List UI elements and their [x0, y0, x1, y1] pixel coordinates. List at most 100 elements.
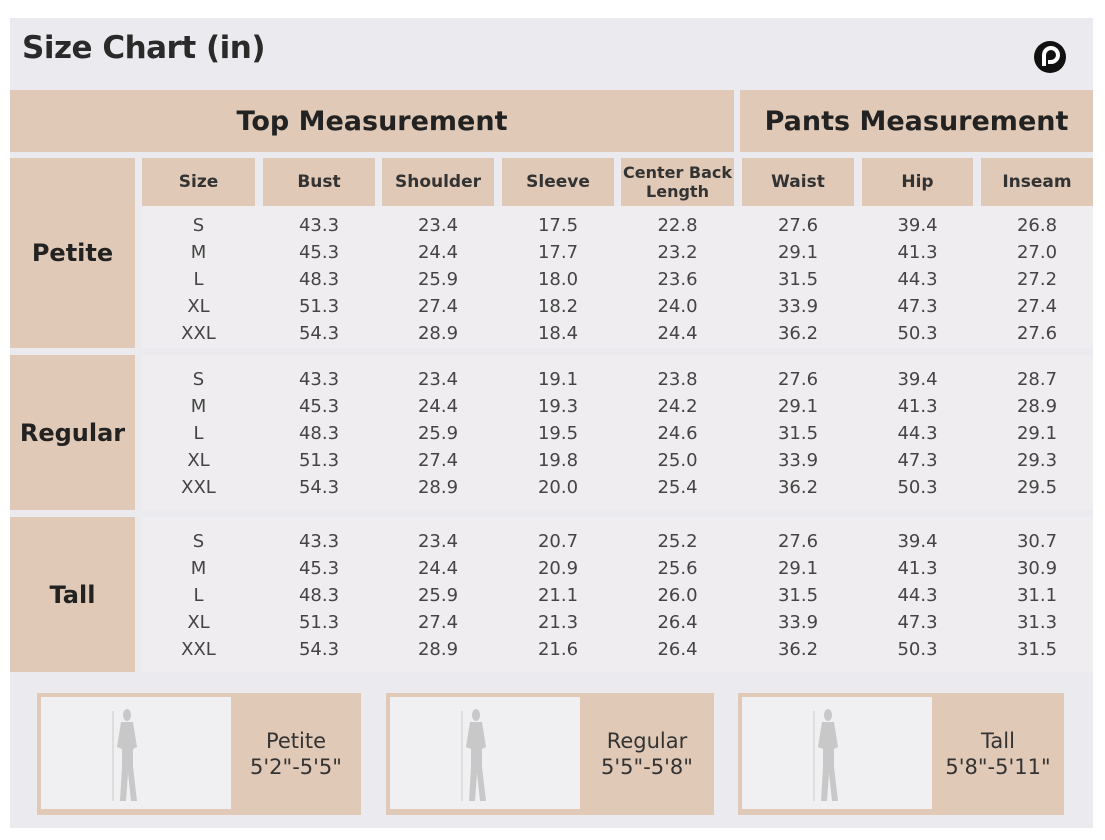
cell-size: XL: [187, 612, 210, 633]
brand-logo-icon: [1034, 41, 1066, 73]
cell-center-back-length: 23.2: [657, 242, 698, 263]
cell-waist: 36.2: [777, 639, 819, 660]
cell-waist: 27.6: [777, 369, 819, 390]
page-title: Size Chart (in): [22, 30, 265, 66]
cell-sleeve: 19.1: [537, 369, 579, 390]
cell-inseam: 30.7: [1016, 531, 1058, 552]
pants-measurement-header: Pants Measurement: [740, 90, 1093, 152]
cell-inseam: 29.5: [1016, 477, 1058, 498]
cell-waist: 27.6: [777, 215, 819, 236]
silhouette-figure-icon: [41, 697, 231, 809]
cell-inseam: 27.6: [1016, 323, 1058, 344]
cell-waist: 33.9: [777, 612, 819, 633]
table-row: XXL 54.3 28.9 21.6 26.4 36.2 50.3 31.5: [0, 636, 1105, 663]
cell-sleeve: 20.0: [537, 477, 579, 498]
cell-shoulder: 25.9: [417, 423, 459, 444]
cell-center-back-length: 26.0: [657, 585, 698, 606]
cell-waist: 31.5: [777, 269, 819, 290]
cell-hip: 41.3: [897, 558, 938, 579]
cell-sleeve: 21.6: [537, 639, 579, 660]
column-header-waist: Waist: [742, 158, 854, 206]
column-header-inseam: Inseam: [981, 158, 1093, 206]
cell-hip: 39.4: [897, 215, 938, 236]
table-row: L 48.3 25.9 21.1 26.0 31.5 44.3 31.1: [0, 582, 1105, 609]
cell-size: XXL: [181, 477, 216, 498]
cell-bust: 43.3: [298, 215, 340, 236]
cell-center-back-length: 25.6: [657, 558, 698, 579]
cell-sleeve: 20.7: [537, 531, 579, 552]
cell-center-back-length: 25.2: [657, 531, 698, 552]
table-row: XL 51.3 27.4 18.2 24.0 33.9 47.3 27.4: [0, 293, 1105, 320]
column-header-hip: Hip: [862, 158, 973, 206]
cell-waist: 33.9: [777, 296, 819, 317]
column-header-bust: Bust: [263, 158, 375, 206]
cell-size: L: [193, 269, 204, 290]
cell-sleeve: 19.8: [537, 450, 579, 471]
height-card-range: 5'2"-5'5": [250, 755, 342, 779]
cell-sleeve: 19.5: [537, 423, 579, 444]
height-card-text: Petite 5'2"-5'5": [231, 693, 361, 815]
cell-center-back-length: 26.4: [657, 612, 698, 633]
column-header-size: Size: [142, 158, 255, 206]
cell-hip: 44.3: [897, 423, 938, 444]
cell-bust: 43.3: [298, 531, 340, 552]
cell-center-back-length: 24.0: [657, 296, 698, 317]
table-row: S 43.3 23.4 17.5 22.8 27.6 39.4 26.8: [0, 212, 1105, 239]
cell-waist: 36.2: [777, 477, 819, 498]
cell-bust: 48.3: [298, 585, 340, 606]
height-card-name: Petite: [265, 729, 327, 753]
cell-sleeve: 18.0: [537, 269, 579, 290]
cell-inseam: 29.1: [1016, 423, 1058, 444]
cell-waist: 29.1: [777, 396, 819, 417]
cell-inseam: 29.3: [1016, 450, 1058, 471]
cell-size: XL: [187, 450, 210, 471]
cell-center-back-length: 23.8: [657, 369, 698, 390]
cell-center-back-length: 24.2: [657, 396, 698, 417]
cell-inseam: 28.9: [1016, 396, 1058, 417]
height-card-text: Tall 5'8"-5'11": [932, 693, 1064, 815]
table-row: XXL 54.3 28.9 18.4 24.4 36.2 50.3 27.6: [0, 320, 1105, 347]
cell-shoulder: 24.4: [417, 558, 459, 579]
cell-bust: 48.3: [298, 423, 340, 444]
cell-hip: 47.3: [897, 612, 938, 633]
cell-inseam: 31.3: [1016, 612, 1058, 633]
cell-center-back-length: 23.6: [657, 269, 698, 290]
cell-hip: 44.3: [897, 269, 938, 290]
cell-size: S: [192, 531, 205, 552]
cell-inseam: 31.5: [1016, 639, 1058, 660]
height-card-tall: Tall 5'8"-5'11": [738, 693, 1064, 815]
cell-size: XXL: [181, 323, 216, 344]
cell-bust: 54.3: [298, 323, 340, 344]
cell-center-back-length: 26.4: [657, 639, 698, 660]
top-measurement-header: Top Measurement: [10, 90, 734, 152]
cell-center-back-length: 25.0: [657, 450, 698, 471]
table-row: XXL 54.3 28.9 20.0 25.4 36.2 50.3 29.5: [0, 474, 1105, 501]
cell-sleeve: 19.3: [537, 396, 579, 417]
cell-shoulder: 28.9: [417, 477, 459, 498]
column-header-center-back-length: Center Back Length: [621, 158, 734, 206]
cell-size: M: [190, 242, 207, 263]
cell-sleeve: 18.4: [537, 323, 579, 344]
height-card-range: 5'5"-5'8": [601, 755, 693, 779]
cell-center-back-length: 22.8: [657, 215, 698, 236]
cell-bust: 43.3: [298, 369, 340, 390]
cell-sleeve: 21.1: [537, 585, 579, 606]
height-card-range: 5'8"-5'11": [945, 755, 1051, 779]
cell-bust: 54.3: [298, 639, 340, 660]
group-label-regular: Regular: [10, 355, 135, 510]
cell-hip: 39.4: [897, 369, 938, 390]
cell-bust: 51.3: [298, 612, 340, 633]
cell-bust: 54.3: [298, 477, 340, 498]
cell-size: XXL: [181, 639, 216, 660]
cell-sleeve: 18.2: [537, 296, 579, 317]
table-row: M 45.3 24.4 20.9 25.6 29.1 41.3 30.9: [0, 555, 1105, 582]
group-rows-background: [142, 517, 1093, 672]
height-card-name: Tall: [981, 729, 1015, 753]
cell-sleeve: 17.7: [537, 242, 579, 263]
cell-sleeve: 17.5: [537, 215, 579, 236]
cell-shoulder: 24.4: [417, 396, 459, 417]
cell-shoulder: 23.4: [417, 215, 459, 236]
cell-waist: 27.6: [777, 531, 819, 552]
table-row: XL 51.3 27.4 19.8 25.0 33.9 47.3 29.3: [0, 447, 1105, 474]
cell-inseam: 27.2: [1016, 269, 1058, 290]
